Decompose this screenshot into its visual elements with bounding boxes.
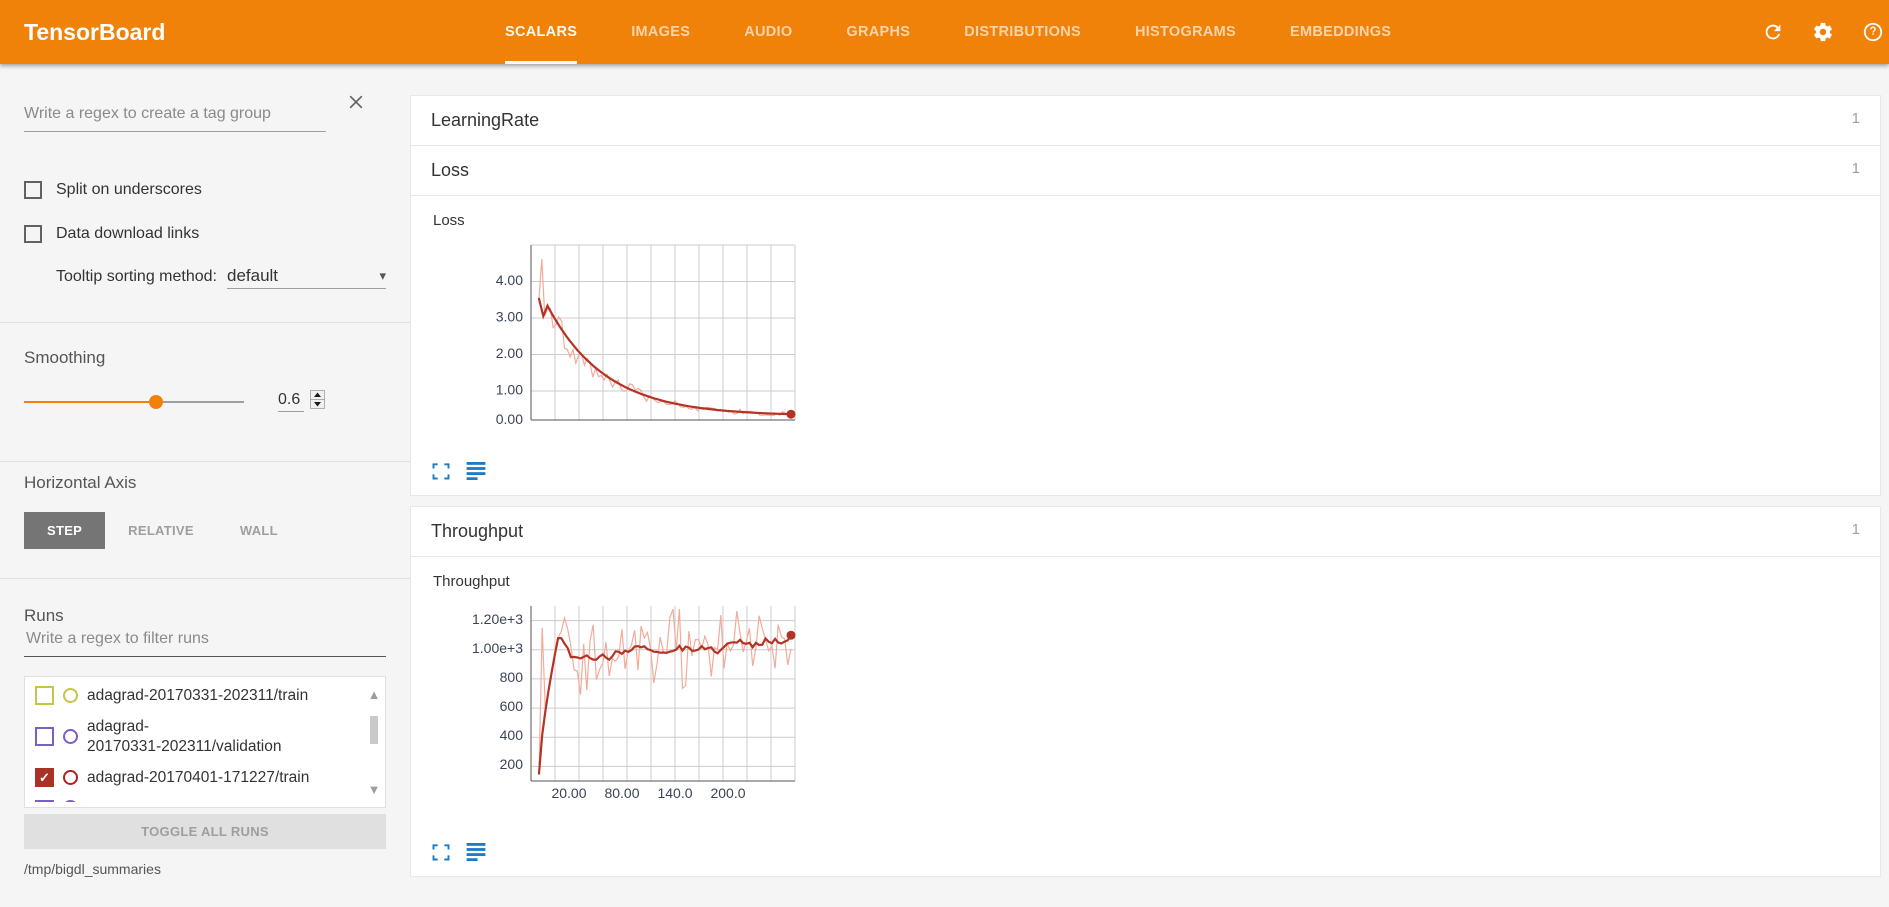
svg-text:20.00: 20.00 (551, 785, 586, 801)
svg-text:140.0: 140.0 (657, 785, 692, 801)
svg-text:3.00: 3.00 (496, 309, 523, 325)
svg-text:200: 200 (500, 756, 524, 772)
svg-text:1.20e+3: 1.20e+3 (472, 611, 523, 627)
svg-text:200.0: 200.0 (710, 785, 745, 801)
svg-text:1.00: 1.00 (496, 382, 523, 398)
svg-text:600: 600 (500, 698, 524, 714)
svg-text:400: 400 (500, 727, 524, 743)
svg-text:0.00: 0.00 (496, 411, 523, 427)
svg-text:2.00: 2.00 (496, 345, 523, 361)
svg-text:1.00e+3: 1.00e+3 (472, 640, 523, 656)
svg-text:800: 800 (500, 669, 524, 685)
svg-text:4.00: 4.00 (496, 272, 523, 288)
svg-text:80.00: 80.00 (604, 785, 639, 801)
